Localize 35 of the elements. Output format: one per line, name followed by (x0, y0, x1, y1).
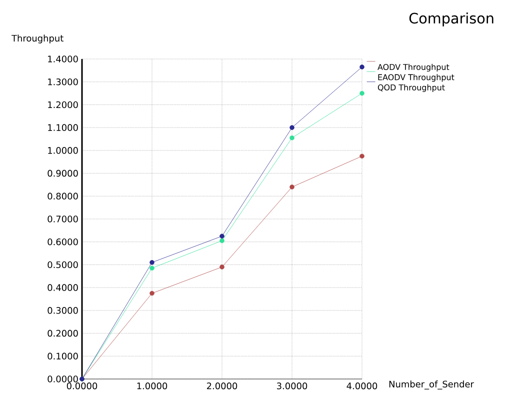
point (150, 290, 154, 296)
y-tick-label: 1.4000 (48, 56, 78, 62)
y-tick-label: 1.3000 (48, 78, 78, 86)
point (360, 64, 364, 70)
point (150, 260, 154, 265)
y-tick-label: 0.1000 (48, 352, 78, 360)
y-tick-label: 0.6000 (48, 238, 78, 246)
text: Comparison (409, 12, 494, 26)
y-tick-label: 0.9000 (48, 170, 78, 177)
x-axis-title: Number_of_Sender (389, 380, 474, 390)
y-tick-label: 1.1000 (48, 124, 78, 131)
y-tick-label: 0.3000 (48, 307, 78, 314)
x-tick-label: 4.0000 (346, 382, 378, 390)
point (220, 238, 224, 244)
point (290, 135, 294, 140)
point (290, 184, 294, 190)
y-axis-title: Throughput (11, 34, 64, 44)
y-tick-label: 0.7000 (48, 216, 78, 222)
y-tick-label: 0.5000 (48, 261, 78, 268)
x-tick-label: 2.0000 (206, 382, 238, 390)
y-tick-label: 0.2000 (48, 330, 78, 337)
point (360, 90, 364, 96)
x-tick-label: 1.0000 (137, 382, 168, 390)
y-tick-label: 1.2000 (48, 101, 78, 108)
y-tick-label: 0.4000 (48, 284, 78, 291)
point (150, 266, 154, 271)
point (220, 264, 224, 270)
y-tick-label: 1.0000 (48, 147, 78, 154)
point (290, 125, 294, 130)
x-tick-label: 0.0000 (66, 382, 98, 390)
y-tick-label: 0.0000 (48, 376, 78, 382)
x-tick-label: 3.0000 (277, 382, 308, 390)
point (360, 154, 364, 159)
point (220, 234, 224, 239)
y-tick-label: 0.8000 (48, 192, 78, 200)
